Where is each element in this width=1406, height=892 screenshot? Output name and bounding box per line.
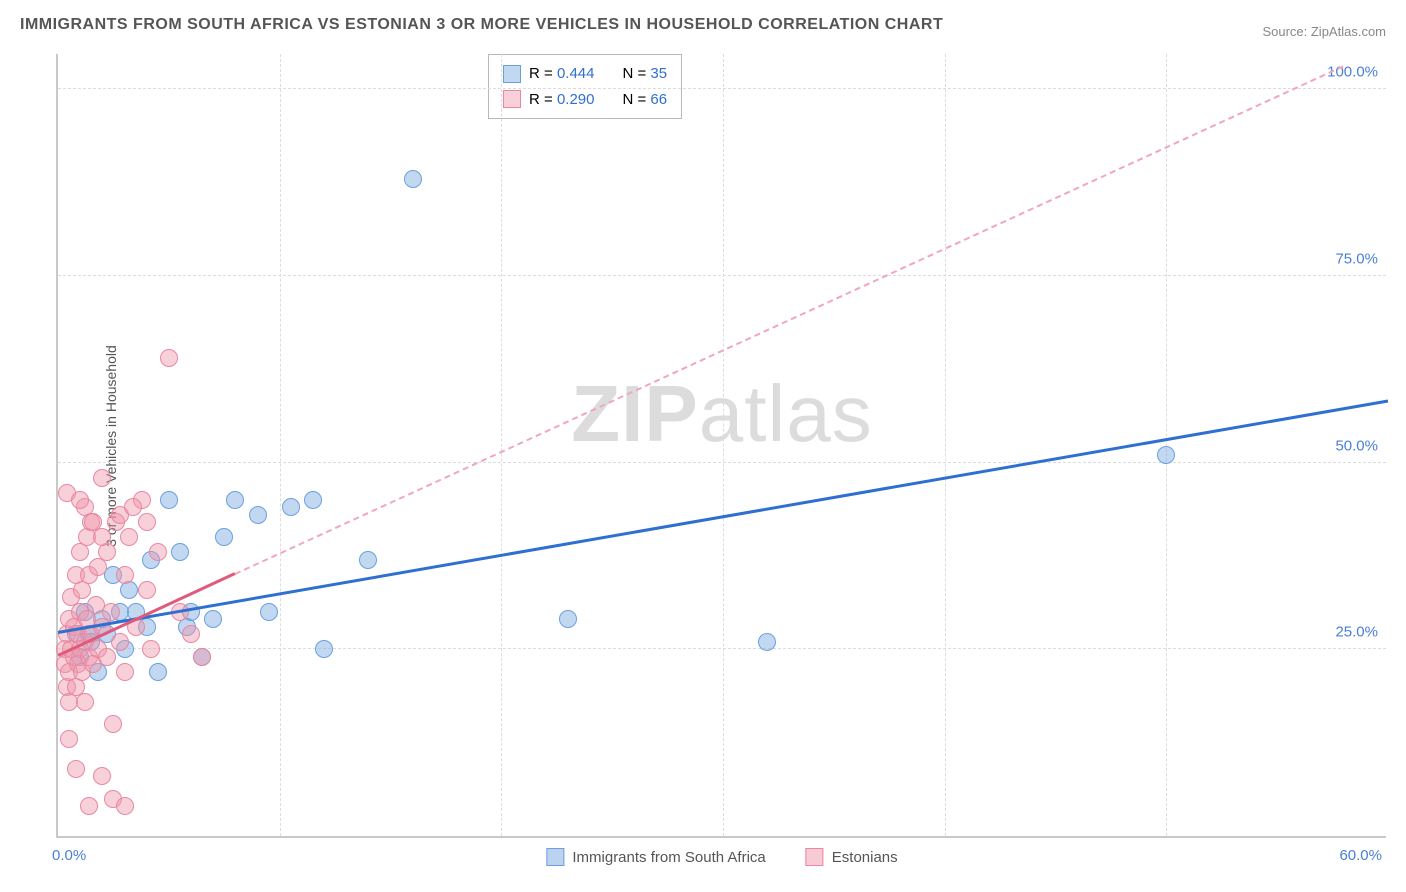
data-point <box>149 663 167 681</box>
data-point <box>67 760 85 778</box>
data-point <box>60 730 78 748</box>
data-point <box>93 469 111 487</box>
chart-title: IMMIGRANTS FROM SOUTH AFRICA VS ESTONIAN… <box>20 16 943 34</box>
data-point <box>71 491 89 509</box>
data-point <box>160 491 178 509</box>
gridline-h <box>58 88 1386 89</box>
watermark: ZIPatlas <box>571 368 872 460</box>
data-point <box>104 715 122 733</box>
gridline-v <box>723 54 724 836</box>
data-point <box>80 797 98 815</box>
legend-row-series2: R = 0.290 N = 66 <box>503 87 667 113</box>
legend-row-series1: R = 0.444 N = 35 <box>503 61 667 87</box>
data-point <box>138 581 156 599</box>
gridline-v <box>945 54 946 836</box>
data-point <box>102 603 120 621</box>
data-point <box>404 170 422 188</box>
xlegend-label: Estonians <box>832 849 898 866</box>
data-point <box>142 640 160 658</box>
data-point <box>93 767 111 785</box>
data-point <box>359 551 377 569</box>
swatch-icon <box>503 90 521 108</box>
data-point <box>149 543 167 561</box>
data-point <box>758 633 776 651</box>
data-point <box>116 663 134 681</box>
data-point <box>116 797 134 815</box>
gridline-h <box>58 275 1386 276</box>
gridline-h <box>58 648 1386 649</box>
r-label: R = 0.444 <box>529 61 594 87</box>
data-point <box>111 633 129 651</box>
xlegend-item-2: Estonians <box>806 848 898 866</box>
data-point <box>282 498 300 516</box>
data-point <box>138 513 156 531</box>
xlegend-label: Immigrants from South Africa <box>572 849 765 866</box>
data-point <box>124 498 142 516</box>
data-point <box>315 640 333 658</box>
swatch-icon <box>546 848 564 866</box>
data-point <box>120 528 138 546</box>
x-tick-end: 60.0% <box>1339 847 1382 864</box>
gridline-v <box>1166 54 1167 836</box>
correlation-legend: R = 0.444 N = 35 R = 0.290 N = 66 <box>488 54 682 119</box>
data-point <box>193 648 211 666</box>
data-point <box>76 693 94 711</box>
y-tick-label: 50.0% <box>1335 437 1378 454</box>
data-point <box>171 543 189 561</box>
gridline-v <box>280 54 281 836</box>
data-point <box>182 625 200 643</box>
data-point <box>1157 446 1175 464</box>
x-tick-origin: 0.0% <box>52 847 86 864</box>
data-point <box>249 506 267 524</box>
data-point <box>116 566 134 584</box>
swatch-icon <box>503 65 521 83</box>
gridline-h <box>58 462 1386 463</box>
x-legend: Immigrants from South Africa Estonians <box>546 848 897 866</box>
data-point <box>204 610 222 628</box>
gridline-v <box>501 54 502 836</box>
data-point <box>84 513 102 531</box>
y-tick-label: 25.0% <box>1335 624 1378 641</box>
y-tick-label: 100.0% <box>1327 64 1378 81</box>
data-point <box>226 491 244 509</box>
data-point <box>260 603 278 621</box>
trend-line <box>235 65 1344 575</box>
xlegend-item-1: Immigrants from South Africa <box>546 848 765 866</box>
scatter-plot-area: ZIPatlas R = 0.444 N = 35 R = 0.290 N = … <box>56 54 1386 838</box>
n-label: N = 35 <box>622 61 667 87</box>
data-point <box>559 610 577 628</box>
data-point <box>160 349 178 367</box>
n-label: N = 66 <box>622 87 667 113</box>
swatch-icon <box>806 848 824 866</box>
data-point <box>304 491 322 509</box>
r-label: R = 0.290 <box>529 87 594 113</box>
data-point <box>215 528 233 546</box>
data-point <box>98 648 116 666</box>
source-label: Source: ZipAtlas.com <box>1262 24 1386 39</box>
y-tick-label: 75.0% <box>1335 251 1378 268</box>
